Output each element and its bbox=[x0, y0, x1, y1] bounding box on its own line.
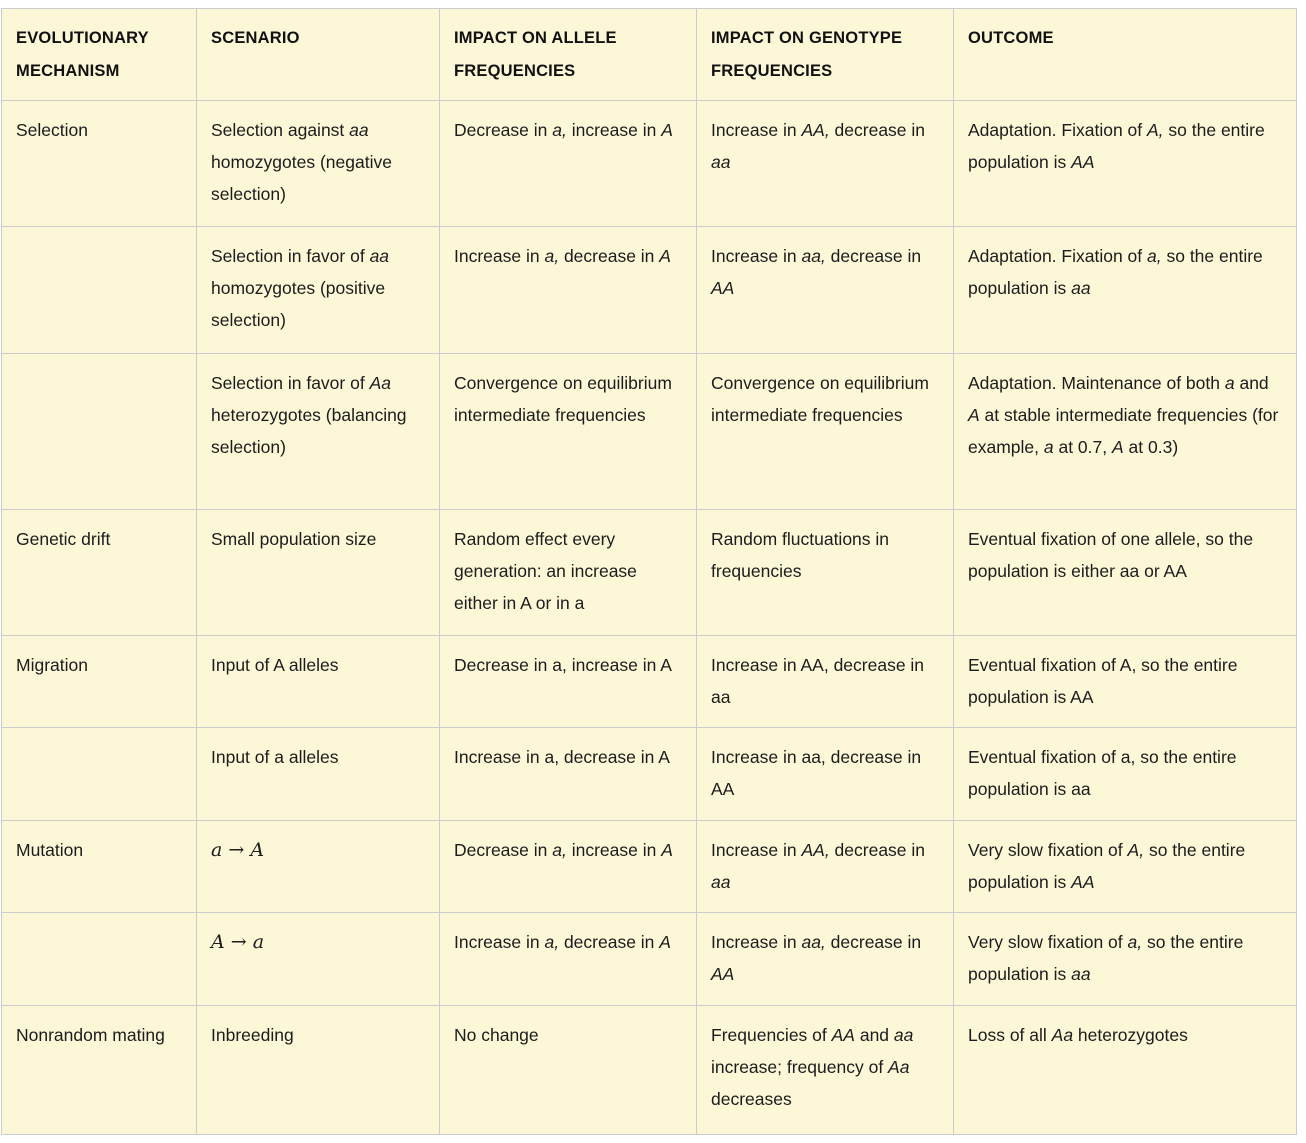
cell-scenario: Input of A alleles bbox=[196, 635, 440, 728]
cell-outcome: Eventual fixation of a, so the entire po… bbox=[953, 727, 1297, 821]
table-row: Nonrandom mating Inbreeding No change Fr… bbox=[1, 1005, 1297, 1135]
cell-scenario: Inbreeding bbox=[196, 1005, 440, 1135]
cell-outcome: Eventual fixation of A, so the entire po… bbox=[953, 635, 1297, 728]
cell-genotype-impact: Convergence on equilibrium intermediate … bbox=[696, 353, 954, 510]
cell-allele-impact: No change bbox=[439, 1005, 697, 1135]
table-row: A → a Increase in a, decrease in A Incre… bbox=[1, 912, 1297, 1006]
cell-scenario: A → a bbox=[196, 912, 440, 1006]
cell-allele-impact: Random effect every generation: an incre… bbox=[439, 509, 697, 636]
header-row: EVOLUTIONARY MECHANISM SCENARIO IMPACT O… bbox=[1, 8, 1297, 101]
column-header-scenario: SCENARIO bbox=[196, 8, 440, 101]
cell-allele-impact: Increase in a, decrease in A bbox=[439, 912, 697, 1006]
cell-allele-impact: Increase in a, decrease in A bbox=[439, 226, 697, 354]
table-row: Input of a alleles Increase in a, decrea… bbox=[1, 727, 1297, 821]
cell-genotype-impact: Random fluctuations in frequencies bbox=[696, 509, 954, 636]
column-header-impact-genotype-frequencies: IMPACT ON GENOTYPE FREQUENCIES bbox=[696, 8, 954, 101]
table-row: Selection in favor of Aa heterozygotes (… bbox=[1, 353, 1297, 510]
cell-mechanism: Mutation bbox=[1, 820, 197, 913]
cell-genotype-impact: Increase in aa, decrease in AA bbox=[696, 727, 954, 821]
cell-outcome: Adaptation. Fixation of A, so the entire… bbox=[953, 100, 1297, 227]
cell-scenario: a → A bbox=[196, 820, 440, 913]
evolutionary-mechanisms-table: EVOLUTIONARY MECHANISM SCENARIO IMPACT O… bbox=[1, 8, 1297, 1135]
cell-mechanism bbox=[1, 226, 197, 354]
cell-allele-impact: Convergence on equilibrium intermediate … bbox=[439, 353, 697, 510]
cell-outcome: Eventual fixation of one allele, so the … bbox=[953, 509, 1297, 636]
cell-genotype-impact: Increase in AA, decrease in aa bbox=[696, 100, 954, 227]
table-row: Mutation a → A Decrease in a, increase i… bbox=[1, 820, 1297, 913]
cell-scenario: Small population size bbox=[196, 509, 440, 636]
table-row: Selection in favor of aa homozygotes (po… bbox=[1, 226, 1297, 354]
cell-outcome: Adaptation. Fixation of a, so the entire… bbox=[953, 226, 1297, 354]
column-header-evolutionary-mechanism: EVOLUTIONARY MECHANISM bbox=[1, 8, 197, 101]
cell-mechanism bbox=[1, 912, 197, 1006]
cell-genotype-impact: Increase in aa, decrease in AA bbox=[696, 912, 954, 1006]
cell-allele-impact: Decrease in a, increase in A bbox=[439, 100, 697, 227]
cell-allele-impact: Decrease in a, increase in A bbox=[439, 635, 697, 728]
cell-outcome: Adaptation. Maintenance of both a and A … bbox=[953, 353, 1297, 510]
cell-genotype-impact: Increase in AA, decrease in aa bbox=[696, 635, 954, 728]
table-row: Genetic drift Small population size Rand… bbox=[1, 509, 1297, 636]
column-header-impact-allele-frequencies: IMPACT ON ALLELE FREQUENCIES bbox=[439, 8, 697, 101]
cell-allele-impact: Increase in a, decrease in A bbox=[439, 727, 697, 821]
cell-outcome: Loss of all Aa heterozygotes bbox=[953, 1005, 1297, 1135]
cell-mechanism: Nonrandom mating bbox=[1, 1005, 197, 1135]
cell-outcome: Very slow fixation of a, so the entire p… bbox=[953, 912, 1297, 1006]
cell-allele-impact: Decrease in a, increase in A bbox=[439, 820, 697, 913]
cell-outcome: Very slow fixation of A, so the entire p… bbox=[953, 820, 1297, 913]
column-header-outcome: OUTCOME bbox=[953, 8, 1297, 101]
cell-scenario: Selection in favor of aa homozygotes (po… bbox=[196, 226, 440, 354]
cell-mechanism: Genetic drift bbox=[1, 509, 197, 636]
cell-scenario: Input of a alleles bbox=[196, 727, 440, 821]
table-row: Migration Input of A alleles Decrease in… bbox=[1, 635, 1297, 728]
table-row: Selection Selection against aa homozygot… bbox=[1, 100, 1297, 227]
cell-mechanism bbox=[1, 353, 197, 510]
cell-mechanism: Selection bbox=[1, 100, 197, 227]
cell-mechanism: Migration bbox=[1, 635, 197, 728]
cell-scenario: Selection against aa homozygotes (negati… bbox=[196, 100, 440, 227]
cell-genotype-impact: Increase in AA, decrease in aa bbox=[696, 820, 954, 913]
cell-genotype-impact: Increase in aa, decrease in AA bbox=[696, 226, 954, 354]
cell-mechanism bbox=[1, 727, 197, 821]
cell-genotype-impact: Frequencies of AA and aa increase; frequ… bbox=[696, 1005, 954, 1135]
cell-scenario: Selection in favor of Aa heterozygotes (… bbox=[196, 353, 440, 510]
